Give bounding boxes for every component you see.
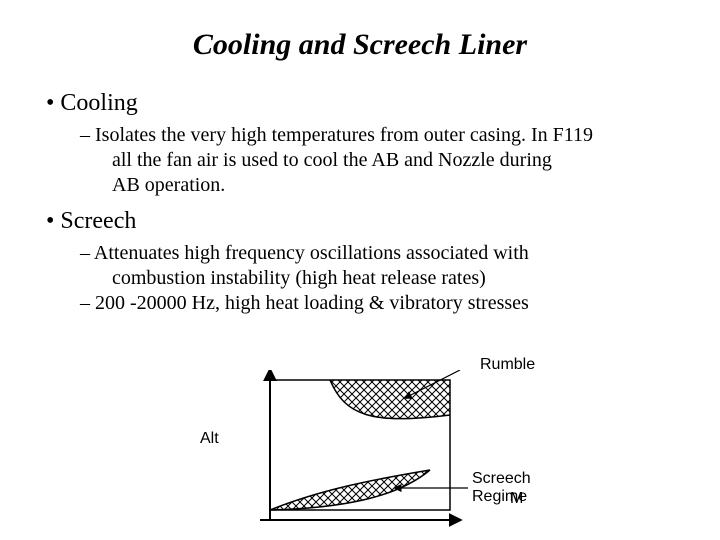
screech-sub-line2: combustion instability (high heat releas… (112, 266, 680, 291)
instability-chart: Alt Rumble Screech Regime M (200, 370, 560, 530)
cooling-sub-line2: all the fan air is used to cool the AB a… (112, 148, 680, 173)
slide-title: Cooling and Screech Liner (40, 28, 680, 62)
cooling-heading: • Cooling (46, 90, 680, 117)
cooling-sub-line3: AB operation. (112, 173, 680, 198)
screech-sub-line1: – Attenuates high frequency oscillations… (80, 241, 680, 266)
screech-sub-line3: – 200 -20000 Hz, high heat loading & vib… (80, 291, 680, 316)
rumble-label: Rumble (480, 356, 535, 374)
screech-heading: • Screech (46, 208, 680, 235)
m-axis-label: M (510, 490, 523, 508)
alt-axis-label: Alt (200, 430, 219, 448)
cooling-sub-line1: – Isolates the very high temperatures fr… (80, 123, 680, 148)
chart-svg (200, 370, 560, 530)
